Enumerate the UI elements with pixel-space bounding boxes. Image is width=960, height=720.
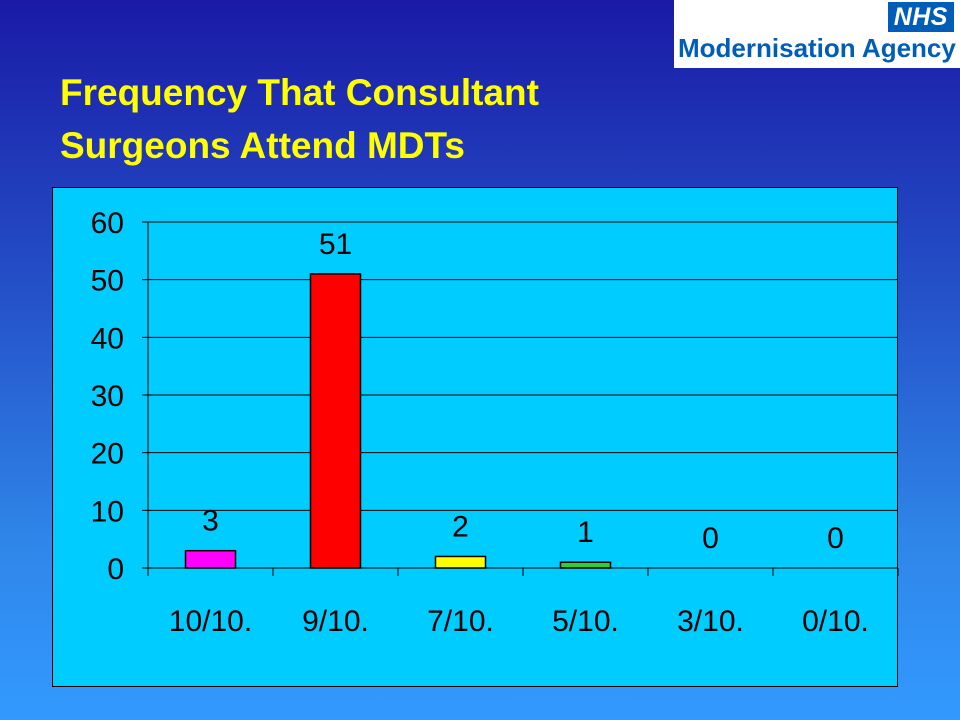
data-label: 1 [577, 516, 594, 549]
x-category-label: 9/10. [302, 605, 369, 638]
y-tick-label: 50 [91, 265, 124, 298]
y-tick-label: 40 [91, 322, 124, 355]
bar [434, 555, 487, 569]
x-category-label: 7/10. [427, 605, 494, 638]
data-label: 0 [702, 522, 719, 555]
title-line-2: Surgeons Attend MDTs [60, 125, 465, 166]
y-tick-label: 20 [91, 438, 124, 471]
bar [309, 273, 362, 569]
y-tick-label: 60 [91, 207, 124, 240]
title-line-1: Frequency That Consultant [60, 72, 539, 113]
slide-title: Frequency That Consultant Surgeons Atten… [60, 66, 700, 172]
bar [559, 561, 612, 569]
y-tick-label: 30 [91, 380, 124, 413]
nhs-badge: NHS [887, 2, 954, 32]
data-label: 3 [202, 505, 219, 538]
data-label: 51 [319, 228, 352, 261]
x-category-label: 10/10. [169, 605, 252, 638]
x-category-label: 5/10. [552, 605, 619, 638]
chart-panel: 0 10 20 30 40 50 60 3 10/10. 51 9/10. 2 7/10. 1 5/10. 0… [52, 187, 899, 687]
y-tick-label: 0 [107, 553, 124, 586]
y-tick-label: 10 [91, 495, 124, 528]
bar [184, 549, 237, 569]
agency-name: Modernisation Agency [678, 33, 956, 63]
x-category-label: 3/10. [677, 605, 744, 638]
bar-chart: 0 10 20 30 40 50 60 3 10/10. 51 9/10. 2 7/10. 1 5/10. 0… [91, 207, 899, 638]
x-category-label: 0/10. [802, 605, 869, 638]
data-label: 0 [827, 522, 844, 555]
data-label: 2 [452, 510, 469, 543]
nhs-logo: NHS Modernisation Agency [674, 0, 960, 68]
